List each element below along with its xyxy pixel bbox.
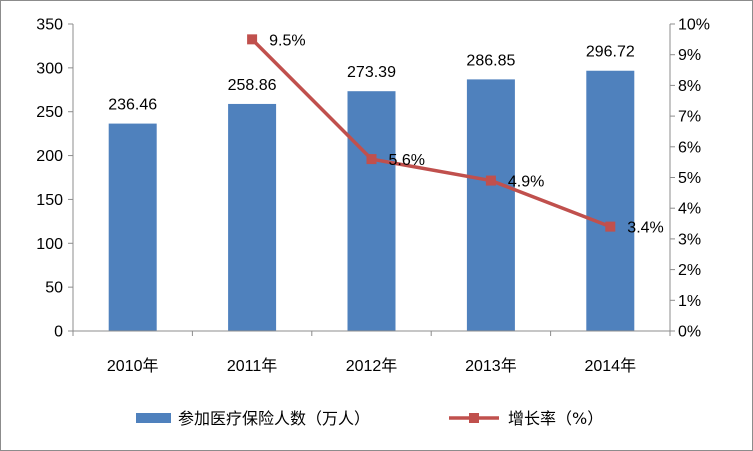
bar-data-label: 258.86 xyxy=(228,77,277,94)
y-right-tick-label: 4% xyxy=(678,201,701,218)
line-data-label: 5.6% xyxy=(389,152,425,169)
x-tick-label: 2010年 xyxy=(107,357,159,375)
y-right-tick-label: 7% xyxy=(678,109,701,126)
y-left-tick-label: 300 xyxy=(36,60,63,77)
y-left-tick-label: 250 xyxy=(36,104,63,121)
y-right-tick-label: 5% xyxy=(678,170,701,187)
x-tick-label: 2014年 xyxy=(584,357,636,375)
y-left-tick-label: 50 xyxy=(45,280,63,297)
y-right-tick-label: 2% xyxy=(678,262,701,279)
line-marker xyxy=(485,175,496,186)
bar xyxy=(466,79,515,331)
y-left-tick-label: 350 xyxy=(36,17,63,34)
line-marker xyxy=(247,34,258,45)
y-right-tick-label: 3% xyxy=(678,231,701,248)
legend-line-marker xyxy=(469,413,479,423)
y-left-tick-label: 150 xyxy=(36,192,63,209)
bar xyxy=(586,70,635,332)
line-data-label: 9.5% xyxy=(269,32,305,49)
y-right-tick-label: 6% xyxy=(678,139,701,156)
bar-data-label: 273.39 xyxy=(347,64,396,81)
bar-data-label: 286.85 xyxy=(466,52,515,69)
bar-data-label: 296.72 xyxy=(586,44,635,61)
legend-line-label: 增长率（%） xyxy=(508,409,603,428)
y-right-tick-label: 9% xyxy=(678,47,701,64)
bar xyxy=(347,91,396,332)
line-marker xyxy=(605,221,616,232)
bar-data-label: 236.46 xyxy=(108,97,157,114)
growth-rate-line xyxy=(250,38,611,229)
y-right-tick-label: 1% xyxy=(678,293,701,310)
line-marker xyxy=(366,154,377,165)
legend-bar-label: 参加医疗保险人数（万人） xyxy=(178,409,370,428)
x-tick-label: 2011年 xyxy=(227,357,277,375)
line-data-label: 3.4% xyxy=(627,220,663,237)
y-left-tick-label: 200 xyxy=(36,148,63,165)
bar xyxy=(108,123,157,332)
x-tick-label: 2012年 xyxy=(346,357,398,375)
bar xyxy=(228,103,277,331)
y-right-tick-label: 0% xyxy=(678,324,701,341)
y-right-tick-label: 10% xyxy=(678,17,710,34)
y-left-tick-label: 100 xyxy=(36,236,63,253)
x-tick-label: 2013年 xyxy=(465,357,517,375)
line-data-label: 4.9% xyxy=(508,174,544,191)
y-right-tick-label: 8% xyxy=(678,78,701,95)
legend-bar-swatch xyxy=(136,413,171,423)
y-left-tick-label: 0 xyxy=(54,324,63,341)
